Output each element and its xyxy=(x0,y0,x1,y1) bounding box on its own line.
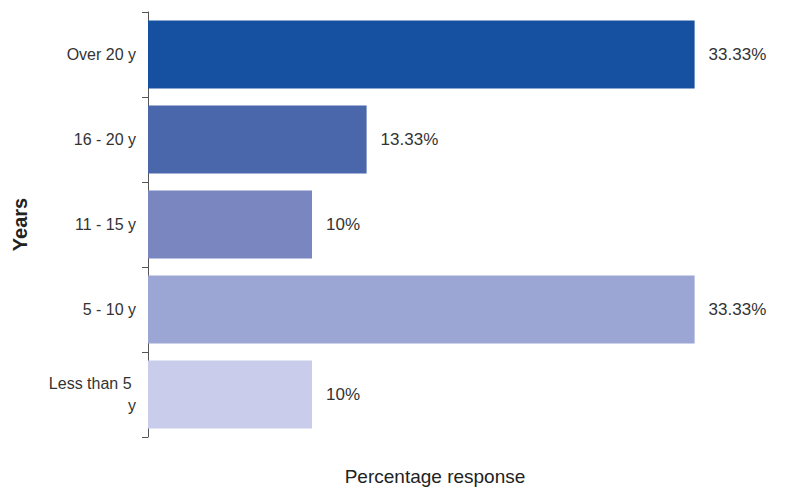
svg-text:33.33%: 33.33% xyxy=(709,45,767,64)
svg-text:Less than 5: Less than 5 xyxy=(49,375,136,392)
svg-text:16 - 20 y: 16 - 20 y xyxy=(74,131,136,148)
svg-text:10%: 10% xyxy=(326,385,360,404)
svg-text:Over 20 y: Over 20 y xyxy=(67,46,136,63)
svg-text:Percentage response: Percentage response xyxy=(345,466,526,487)
svg-text:10%: 10% xyxy=(326,215,360,234)
svg-text:Years: Years xyxy=(9,198,31,251)
svg-text:11 - 15 y: 11 - 15 y xyxy=(75,216,136,233)
svg-text:y: y xyxy=(128,397,136,414)
svg-text:33.33%: 33.33% xyxy=(709,300,767,319)
svg-text:13.33%: 13.33% xyxy=(381,130,439,149)
svg-text:5 - 10 y: 5 - 10 y xyxy=(83,301,136,318)
